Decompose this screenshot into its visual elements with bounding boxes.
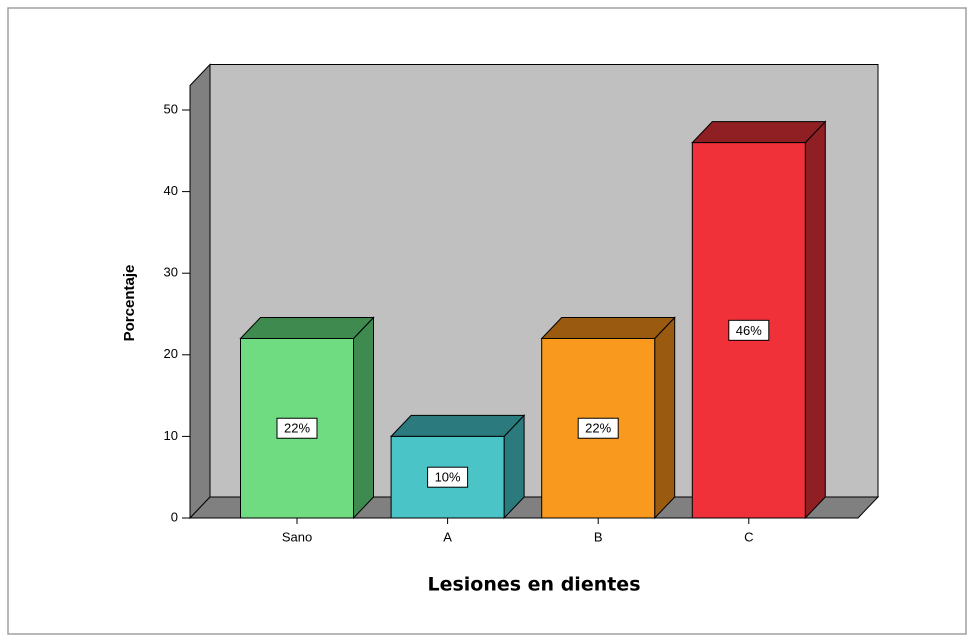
x-tick-label: B — [594, 529, 603, 544]
value-label: 22% — [284, 421, 310, 436]
bar-top — [389, 414, 526, 437]
value-label-box — [728, 319, 770, 341]
x-axis-label: Lesiones en dientes — [427, 574, 640, 596]
value-label: 22% — [585, 421, 611, 436]
y-tick-label: 40 — [164, 183, 178, 198]
y-tick-label: 20 — [164, 346, 178, 361]
value-label: 46% — [736, 323, 762, 338]
value-label-group: 22% — [276, 417, 318, 439]
bar-side — [804, 120, 826, 520]
value-label-box — [427, 466, 469, 488]
x-tick-label: C — [744, 529, 753, 544]
value-label-box — [276, 417, 318, 439]
y-tick-label: 50 — [164, 101, 178, 116]
y-tick-label: 10 — [164, 428, 178, 443]
value-label-box — [577, 417, 619, 439]
value-label-group: 22% — [577, 417, 619, 439]
value-label: 10% — [435, 470, 461, 485]
bar-side — [654, 316, 676, 520]
y-tick-label: 30 — [164, 265, 178, 280]
value-label-group: 46% — [728, 319, 770, 341]
x-tick-label: A — [443, 529, 452, 544]
side-wall — [189, 63, 211, 520]
value-label-group: 10% — [427, 466, 469, 488]
bar-top — [540, 316, 676, 339]
y-tick-label: 0 — [171, 509, 178, 524]
bar-top — [239, 316, 375, 339]
x-tick-label: Sano — [282, 529, 312, 544]
y-axis-label: Porcentaje — [121, 265, 138, 342]
bar-side — [353, 316, 374, 520]
bar-top — [691, 121, 827, 144]
